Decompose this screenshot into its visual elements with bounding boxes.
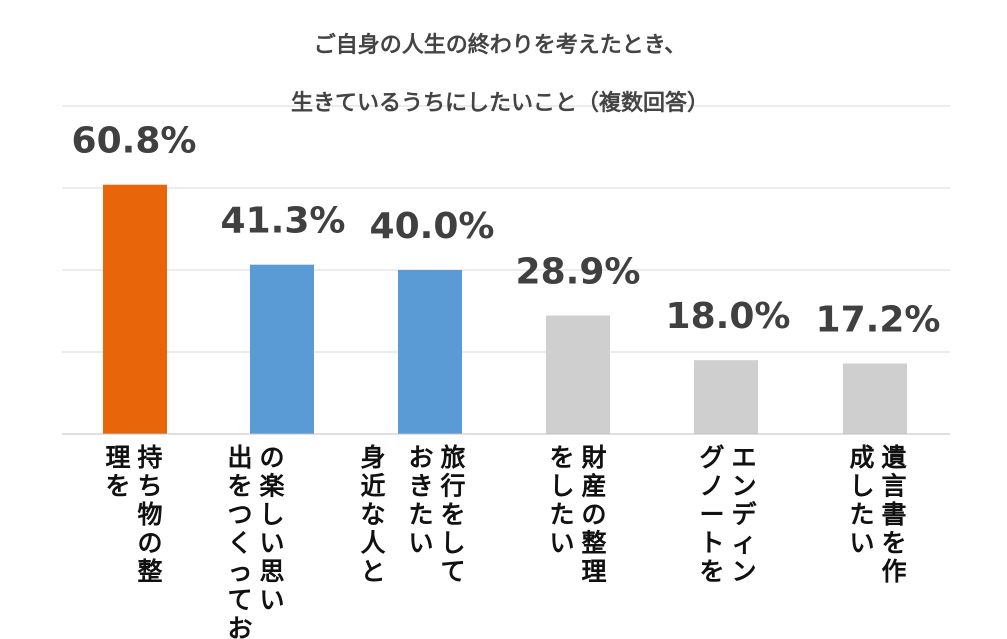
category-label-char: 行	[439, 472, 465, 501]
category-label-char: 遺	[881, 443, 907, 472]
category-label-char: デ	[731, 500, 757, 529]
category-label-char: を	[227, 472, 252, 501]
category-label-char: の	[137, 529, 162, 558]
category-label-char: と	[360, 557, 385, 586]
category-label-char: 言	[881, 472, 906, 501]
bar	[398, 270, 462, 434]
category-label-char: つ	[227, 500, 252, 529]
data-labels: 60.8% 41.3% 40.0% 28.9% 18.0% 17.2%	[72, 121, 941, 341]
category-label-char: 近	[360, 472, 385, 501]
data-label: 28.9%	[516, 252, 641, 293]
category-label-char: し	[549, 472, 574, 501]
category-label-char: ィ	[731, 529, 756, 558]
category-label-char: お	[408, 443, 433, 472]
category-label-char: 作	[881, 557, 906, 586]
category-label-char: 思	[259, 557, 284, 586]
category-label-char: 持	[137, 443, 162, 472]
category-label-char: を	[699, 557, 724, 586]
category-label-char: い	[259, 529, 284, 558]
category-label-char: グ	[699, 443, 724, 472]
category-label-char: 物	[137, 500, 162, 529]
chart-title-line-1: ご自身の人生の終わりを考えたとき、	[314, 32, 686, 58]
category-label-char: 出	[227, 443, 252, 472]
category-label-char: の	[581, 500, 606, 529]
category-label-char: て	[440, 557, 465, 586]
bar	[694, 360, 758, 434]
category-label-char: ン	[731, 557, 756, 586]
bar	[250, 264, 314, 434]
category-label-char: 整	[581, 529, 606, 558]
category-label-char: た	[549, 500, 574, 529]
category-label-char: ー	[699, 500, 724, 529]
data-label: 60.8%	[72, 121, 197, 162]
category-label-char: 理	[105, 443, 130, 472]
category-label-char: た	[849, 500, 874, 529]
category-label-char: 理	[581, 557, 606, 586]
data-label: 17.2%	[816, 299, 941, 340]
category-label-char: 楽	[259, 472, 285, 501]
category-label-char: を	[105, 472, 130, 501]
category-label-char: を	[549, 443, 574, 472]
category-label-char: っ	[227, 557, 252, 586]
category-label-char: 産	[581, 472, 606, 501]
chart-title-line-2: 生きているうちにしたいこと（複数回答）	[291, 90, 709, 116]
category-label-char: た	[408, 500, 433, 529]
data-label: 40.0%	[370, 206, 495, 247]
category-label-char: お	[227, 614, 252, 639]
category-label-char: な	[360, 500, 385, 529]
category-label-char: ノ	[699, 472, 724, 501]
category-label-char: の	[259, 443, 284, 472]
category-label-char: し	[440, 529, 465, 558]
category-label-char: き	[408, 472, 433, 501]
category-label-char: い	[549, 529, 574, 558]
category-label-char: し	[849, 472, 874, 501]
category-label-char: ン	[731, 472, 756, 501]
bar	[103, 184, 167, 434]
category-label-char: く	[227, 529, 252, 558]
category-label-char: ト	[699, 529, 724, 558]
category-label-char: を	[881, 529, 906, 558]
category-label-char: エ	[731, 443, 756, 472]
category-label-char: を	[440, 500, 465, 529]
category-label-char: 書	[881, 500, 906, 529]
category-label-char: い	[849, 529, 874, 558]
bar	[843, 363, 907, 434]
category-label-char: 旅	[440, 443, 465, 472]
category-label-char: 身	[360, 443, 385, 472]
category-label-char: 人	[360, 529, 385, 558]
category-labels: 持ち物の整理をの楽しい思い出をつくってお身近な人と旅行をしておきたい財産の整理を…	[105, 443, 907, 639]
category-label-char: い	[408, 529, 433, 558]
category-label-char: ち	[137, 472, 162, 501]
bar	[546, 315, 610, 434]
data-label: 41.3%	[221, 201, 346, 242]
category-label-char: し	[259, 500, 284, 529]
category-label-char: 成	[849, 443, 874, 472]
bars	[103, 184, 907, 434]
category-label-char: 財	[581, 443, 606, 472]
data-label: 18.0%	[666, 296, 791, 337]
category-label-char: い	[259, 586, 284, 615]
category-label-char: て	[227, 586, 252, 615]
category-label-char: 整	[137, 557, 162, 586]
